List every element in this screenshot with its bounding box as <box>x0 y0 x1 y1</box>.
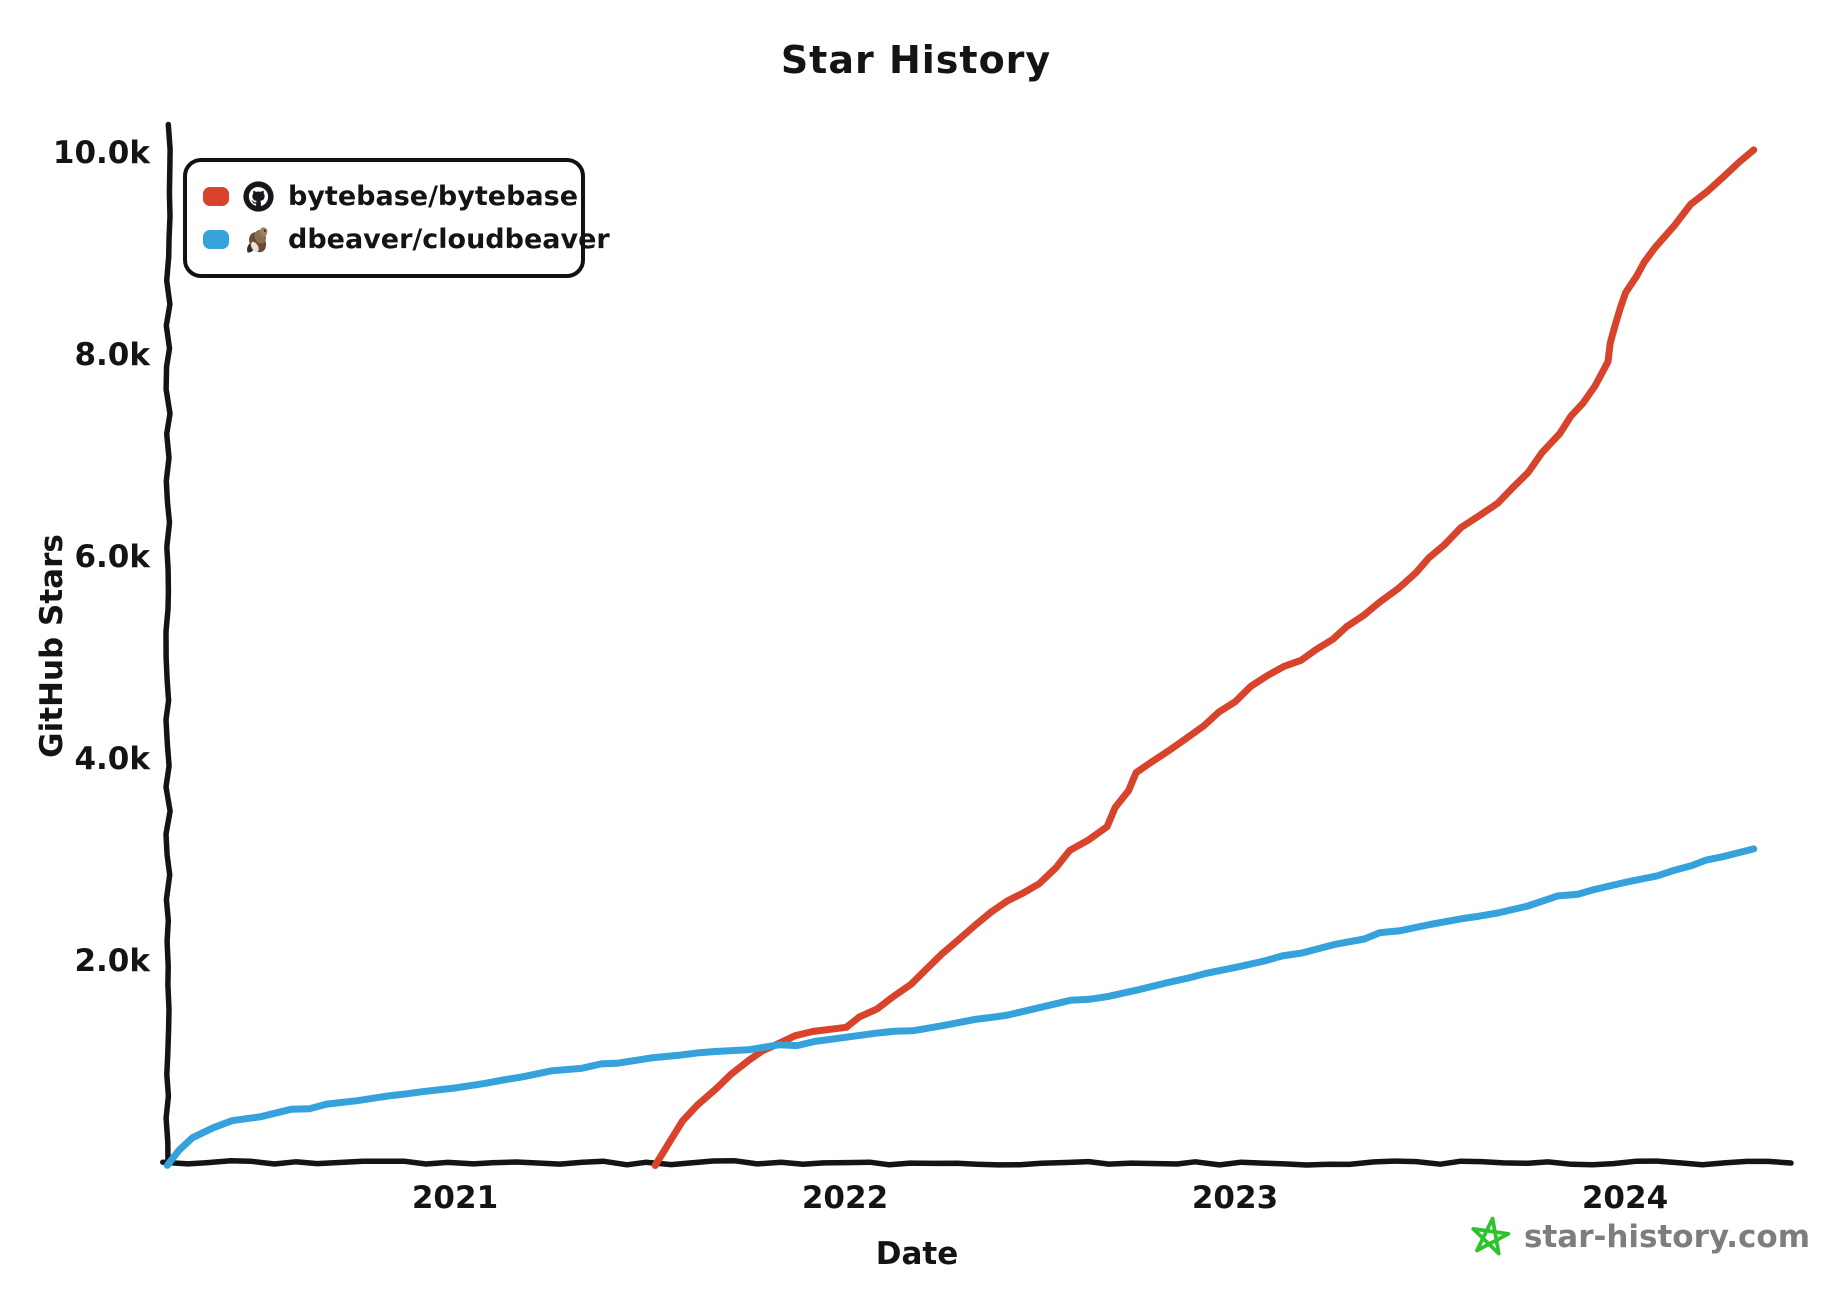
bytebase-avatar-icon <box>243 181 274 212</box>
legend: bytebase/bytebase dbeaver/cloudbeaver <box>183 158 610 278</box>
y-tick-label-6.0k: 6.0k <box>74 539 150 575</box>
x-axis-title: Date <box>875 1236 959 1272</box>
legend-label-cloudbeaver: dbeaver/cloudbeaver <box>288 224 610 255</box>
x-tick-label-2024: 2024 <box>1581 1180 1669 1216</box>
watermark-text: star-history.com <box>1524 1219 1811 1255</box>
y-tick-label-10.0k: 10.0k <box>52 135 150 171</box>
x-tick-label-2023: 2023 <box>1191 1180 1279 1216</box>
x-tick-label-2022: 2022 <box>801 1180 889 1216</box>
series-color-swatch-blue <box>203 230 229 249</box>
x-tick-label-2021: 2021 <box>411 1180 499 1216</box>
y-tick-label-4.0k: 4.0k <box>74 741 150 777</box>
x-axis-line <box>160 1158 1794 1168</box>
chart-title: Star History <box>780 38 1052 82</box>
watermark: star-history.com <box>1468 1216 1810 1258</box>
y-tick-label-8.0k: 8.0k <box>74 337 150 373</box>
legend-item-bytebase: bytebase/bytebase <box>203 180 581 213</box>
legend-item-cloudbeaver: dbeaver/cloudbeaver <box>203 223 610 256</box>
beaver-avatar-icon <box>246 227 268 253</box>
series-color-swatch-red <box>203 187 229 206</box>
legend-label-bytebase: bytebase/bytebase <box>288 181 579 212</box>
star-history-logo-icon <box>1471 1216 1511 1256</box>
series-line-dbeaver-cloudbeaver <box>163 845 1758 1169</box>
y-tick-label-2.0k: 2.0k <box>74 943 150 979</box>
y-axis-line <box>163 121 173 1166</box>
series-line-bytebase-bytebase <box>651 146 1758 1169</box>
